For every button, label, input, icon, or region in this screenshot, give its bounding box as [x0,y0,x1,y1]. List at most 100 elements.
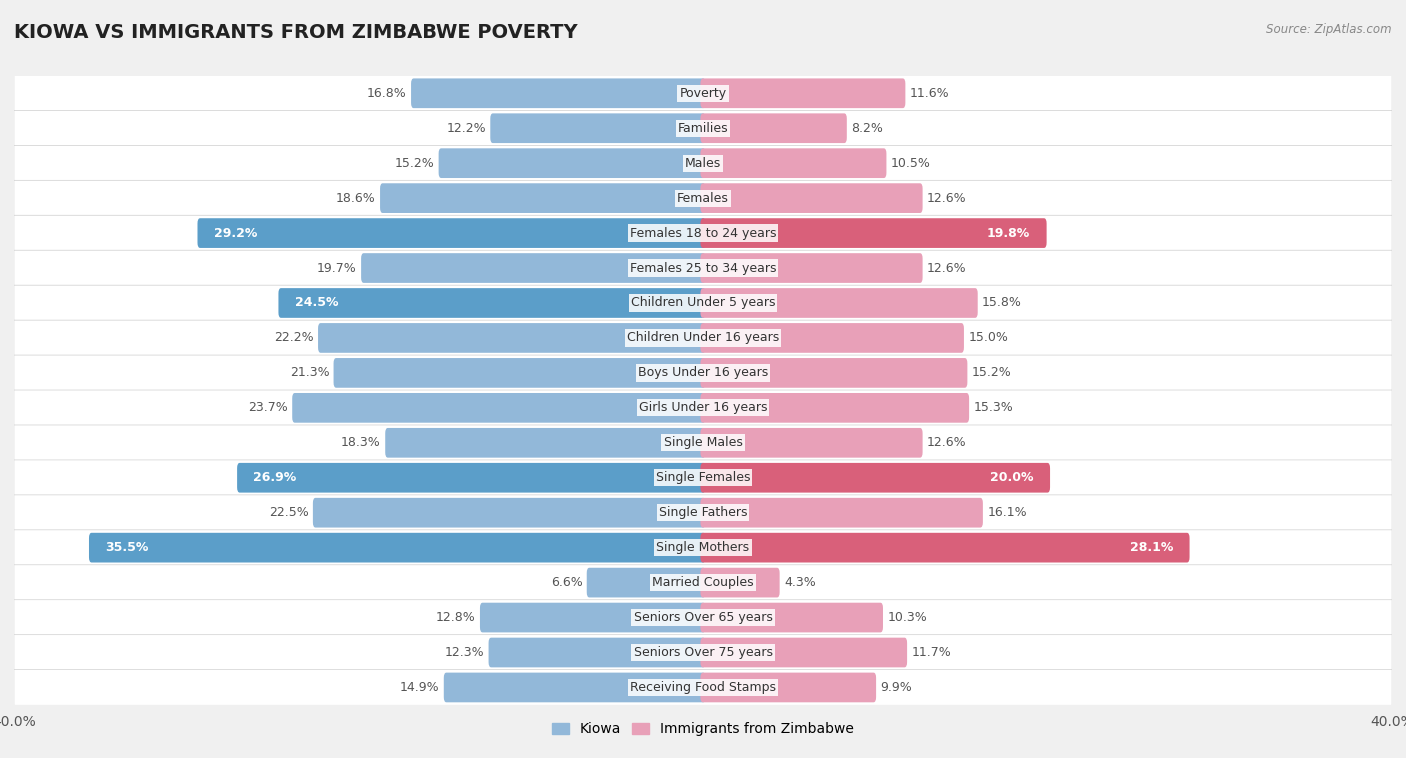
Text: 19.7%: 19.7% [318,262,357,274]
FancyBboxPatch shape [700,568,780,597]
Text: Seniors Over 75 years: Seniors Over 75 years [634,646,772,659]
FancyBboxPatch shape [700,498,983,528]
Text: 15.2%: 15.2% [395,157,434,170]
FancyBboxPatch shape [333,358,706,388]
Text: 15.8%: 15.8% [981,296,1022,309]
FancyBboxPatch shape [700,393,969,423]
Text: Poverty: Poverty [679,86,727,100]
Text: Seniors Over 65 years: Seniors Over 65 years [634,611,772,624]
Text: 12.3%: 12.3% [444,646,484,659]
FancyBboxPatch shape [238,463,706,493]
FancyBboxPatch shape [700,428,922,458]
FancyBboxPatch shape [586,568,706,597]
Text: 11.6%: 11.6% [910,86,949,100]
Text: 12.6%: 12.6% [927,437,966,449]
Text: 11.7%: 11.7% [911,646,950,659]
Text: 10.5%: 10.5% [891,157,931,170]
Text: 10.3%: 10.3% [887,611,927,624]
Text: 28.1%: 28.1% [1130,541,1173,554]
FancyBboxPatch shape [14,530,1392,565]
FancyBboxPatch shape [380,183,706,213]
Text: Females: Females [678,192,728,205]
FancyBboxPatch shape [14,355,1392,390]
Text: 9.9%: 9.9% [880,681,912,694]
Text: 12.6%: 12.6% [927,192,966,205]
Text: Married Couples: Married Couples [652,576,754,589]
Text: Source: ZipAtlas.com: Source: ZipAtlas.com [1267,23,1392,36]
FancyBboxPatch shape [14,285,1392,321]
Text: Boys Under 16 years: Boys Under 16 years [638,366,768,380]
FancyBboxPatch shape [14,76,1392,111]
FancyBboxPatch shape [700,78,905,108]
Text: Children Under 16 years: Children Under 16 years [627,331,779,344]
Text: 15.0%: 15.0% [969,331,1008,344]
FancyBboxPatch shape [14,425,1392,461]
FancyBboxPatch shape [411,78,706,108]
Legend: Kiowa, Immigrants from Zimbabwe: Kiowa, Immigrants from Zimbabwe [547,717,859,742]
Text: 8.2%: 8.2% [851,122,883,135]
Text: 16.8%: 16.8% [367,86,406,100]
FancyBboxPatch shape [14,390,1392,426]
FancyBboxPatch shape [278,288,706,318]
FancyBboxPatch shape [14,146,1392,181]
FancyBboxPatch shape [488,637,706,667]
FancyBboxPatch shape [314,498,706,528]
Text: 21.3%: 21.3% [290,366,329,380]
Text: 18.6%: 18.6% [336,192,375,205]
Text: 20.0%: 20.0% [990,471,1033,484]
Text: 26.9%: 26.9% [253,471,297,484]
FancyBboxPatch shape [700,603,883,632]
FancyBboxPatch shape [361,253,706,283]
Text: 22.5%: 22.5% [269,506,308,519]
FancyBboxPatch shape [700,463,1050,493]
Text: 22.2%: 22.2% [274,331,314,344]
FancyBboxPatch shape [14,600,1392,635]
Text: 14.9%: 14.9% [399,681,440,694]
FancyBboxPatch shape [700,253,922,283]
Text: 16.1%: 16.1% [987,506,1026,519]
FancyBboxPatch shape [700,288,977,318]
FancyBboxPatch shape [14,669,1392,705]
Text: Females 18 to 24 years: Females 18 to 24 years [630,227,776,240]
FancyBboxPatch shape [14,111,1392,146]
Text: 6.6%: 6.6% [551,576,582,589]
FancyBboxPatch shape [14,180,1392,216]
Text: Children Under 5 years: Children Under 5 years [631,296,775,309]
FancyBboxPatch shape [318,323,706,352]
Text: KIOWA VS IMMIGRANTS FROM ZIMBABWE POVERTY: KIOWA VS IMMIGRANTS FROM ZIMBABWE POVERT… [14,23,578,42]
Text: Single Males: Single Males [664,437,742,449]
Text: 24.5%: 24.5% [295,296,339,309]
FancyBboxPatch shape [14,634,1392,670]
FancyBboxPatch shape [700,183,922,213]
Text: 15.2%: 15.2% [972,366,1011,380]
Text: 18.3%: 18.3% [342,437,381,449]
FancyBboxPatch shape [700,637,907,667]
Text: Families: Families [678,122,728,135]
FancyBboxPatch shape [292,393,706,423]
Text: 12.8%: 12.8% [436,611,475,624]
FancyBboxPatch shape [14,460,1392,496]
FancyBboxPatch shape [700,218,1046,248]
FancyBboxPatch shape [700,149,886,178]
FancyBboxPatch shape [385,428,706,458]
FancyBboxPatch shape [479,603,706,632]
Text: Receiving Food Stamps: Receiving Food Stamps [630,681,776,694]
Text: Single Females: Single Females [655,471,751,484]
FancyBboxPatch shape [14,495,1392,531]
FancyBboxPatch shape [439,149,706,178]
FancyBboxPatch shape [700,672,876,703]
FancyBboxPatch shape [14,320,1392,356]
Text: Single Fathers: Single Fathers [659,506,747,519]
Text: 19.8%: 19.8% [987,227,1031,240]
FancyBboxPatch shape [700,323,965,352]
FancyBboxPatch shape [700,358,967,388]
FancyBboxPatch shape [14,215,1392,251]
Text: 12.6%: 12.6% [927,262,966,274]
FancyBboxPatch shape [700,114,846,143]
Text: Males: Males [685,157,721,170]
Text: 12.2%: 12.2% [446,122,486,135]
FancyBboxPatch shape [197,218,706,248]
FancyBboxPatch shape [14,565,1392,600]
Text: 35.5%: 35.5% [105,541,149,554]
FancyBboxPatch shape [444,672,706,703]
